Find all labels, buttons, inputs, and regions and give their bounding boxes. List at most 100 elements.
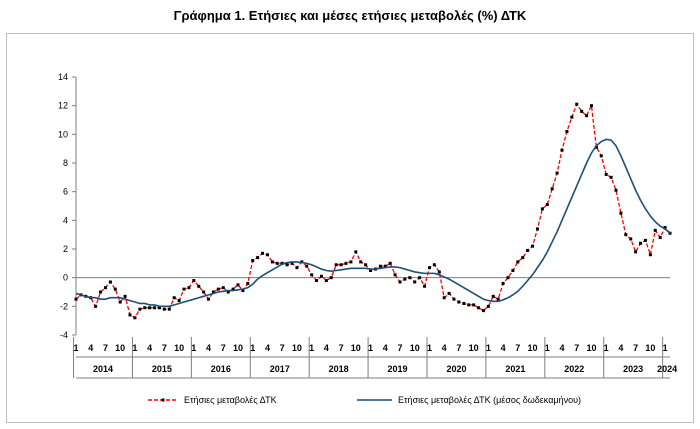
y-tick-label: -2	[60, 301, 68, 311]
month-tick-label: 10	[469, 343, 479, 353]
annual-change-point	[128, 313, 132, 317]
month-tick-label: 10	[174, 343, 184, 353]
annual-change-point	[521, 256, 525, 260]
annual-change-point	[437, 270, 441, 274]
annual-change-point	[310, 273, 314, 277]
annual-change-point	[123, 294, 127, 298]
annual-change-point	[202, 290, 206, 294]
year-label: 2021	[505, 364, 525, 374]
annual-change-point	[658, 236, 662, 240]
annual-change-point	[550, 187, 554, 191]
year-label: 2018	[329, 364, 349, 374]
annual-change-point	[491, 294, 495, 298]
annual-change-point	[270, 260, 274, 264]
annual-change-point	[486, 304, 490, 308]
month-tick-label: 10	[292, 343, 302, 353]
annual-change-point	[594, 145, 598, 149]
annual-change-point	[319, 274, 323, 278]
annual-change-point	[221, 286, 225, 290]
month-tick-label: 4	[559, 343, 564, 353]
annual-change-point	[133, 316, 137, 320]
annual-change-point	[511, 269, 515, 272]
annual-change-point	[153, 306, 157, 310]
month-tick-label: 4	[265, 343, 270, 353]
annual-change-point	[540, 207, 544, 211]
month-tick-label: 7	[280, 343, 285, 353]
annual-change-point	[167, 307, 171, 311]
month-tick-label: 10	[645, 343, 655, 353]
annual-change-point	[148, 306, 152, 310]
month-tick-label: 1	[486, 343, 491, 353]
annual-change-point	[305, 264, 309, 268]
annual-change-point	[560, 148, 564, 152]
annual-change-point	[290, 261, 294, 265]
annual-change-point	[157, 306, 161, 310]
month-tick-label: 4	[618, 343, 623, 353]
month-tick-label: 10	[528, 343, 538, 353]
month-tick-label: 10	[410, 343, 420, 353]
annual-change-point	[383, 264, 387, 268]
y-tick-label: 0	[63, 273, 68, 283]
annual-change-point	[663, 226, 667, 229]
month-tick-label: 1	[604, 343, 609, 353]
annual-change-point	[275, 261, 279, 265]
year-label: 2014	[93, 364, 113, 374]
y-tick-label: 12	[58, 101, 68, 111]
annual-change-point	[236, 283, 240, 287]
annual-change-point	[265, 253, 269, 257]
year-label: 2024	[657, 364, 677, 374]
annual-change-point	[423, 284, 427, 288]
annual-change-point	[388, 261, 392, 265]
annual-change-point	[639, 241, 643, 245]
annual-change-point	[138, 307, 142, 311]
annual-change-point	[668, 231, 672, 235]
y-tick-label: 4	[63, 215, 68, 225]
annual-change-point	[315, 279, 319, 283]
annual-change-point	[251, 258, 255, 262]
annual-change-point	[447, 291, 451, 295]
annual-change-point	[226, 290, 230, 294]
annual-change-point	[467, 303, 471, 307]
annual-change-point	[324, 279, 328, 283]
y-tick-label: 8	[63, 158, 68, 168]
annual-change-point	[246, 281, 250, 285]
chart-frame	[6, 33, 694, 423]
annual-change-point	[231, 287, 235, 291]
annual-change-point	[344, 261, 348, 265]
annual-change-point	[207, 297, 211, 301]
year-label: 2022	[564, 364, 584, 374]
axes-group	[72, 76, 670, 379]
annual-change-point	[187, 286, 191, 290]
year-label: 2017	[270, 364, 290, 374]
annual-change-point	[413, 280, 417, 284]
year-label: 2019	[388, 364, 408, 374]
annual-change-point	[329, 276, 333, 280]
annual-change-point	[477, 306, 481, 310]
annual-change-point	[531, 244, 535, 248]
y-tick-label: 6	[63, 187, 68, 197]
annual-change-point	[393, 273, 397, 277]
month-tick-label: 7	[397, 343, 402, 353]
month-tick-label: 1	[250, 343, 255, 353]
annual-change-point	[172, 296, 176, 300]
month-tick-label: 7	[162, 343, 167, 353]
annual-change-point	[629, 237, 633, 241]
annual-change-point	[118, 300, 122, 304]
year-label: 2015	[152, 364, 172, 374]
month-tick-label: 4	[383, 343, 388, 353]
y-tick-label: 10	[58, 129, 68, 139]
annual-change-point	[457, 300, 461, 304]
chart-title: Γράφημα 1. Ετήσιες και μέσες ετήσιες μετ…	[173, 8, 527, 23]
annual-change-point	[103, 286, 107, 290]
annual-change-point	[261, 251, 265, 255]
annual-change-point	[599, 154, 603, 158]
month-tick-label: 7	[633, 343, 638, 353]
month-tick-label: 4	[324, 343, 329, 353]
annual-change-point	[653, 228, 657, 232]
annual-change-point	[354, 250, 358, 254]
annual-change-point	[585, 114, 589, 118]
annual-change-point	[472, 303, 476, 307]
annual-change-point	[197, 284, 201, 288]
